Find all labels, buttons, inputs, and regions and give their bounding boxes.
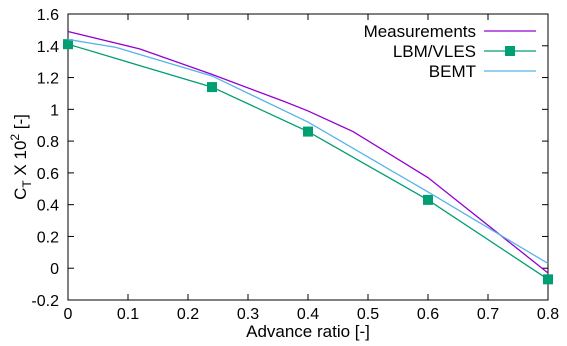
x-tick-label: 0.6 bbox=[417, 306, 439, 323]
y-axis-label-base: C bbox=[11, 188, 30, 200]
legend-label-lbm-vles: LBM/VLES bbox=[393, 42, 476, 61]
series-line-measurements bbox=[67, 30, 549, 274]
y-tick-label: 0 bbox=[50, 261, 59, 278]
x-axis-label: Advance ratio [-] bbox=[246, 322, 370, 341]
x-tick-label: 0.7 bbox=[477, 306, 499, 323]
y-tick-label: 1.4 bbox=[37, 39, 59, 56]
legend-label-bemt: BEMT bbox=[429, 62, 476, 81]
series-line-lbm-vles bbox=[67, 43, 549, 280]
series-line-bemt bbox=[67, 38, 549, 265]
x-tick-label: 0.4 bbox=[297, 306, 319, 323]
data-point-lbm-vles bbox=[303, 126, 313, 137]
y-axis-label-middle: X 10 bbox=[11, 141, 30, 181]
data-point-lbm-vles bbox=[423, 194, 433, 205]
y-axis-label-subscript: T bbox=[20, 180, 34, 188]
plot-area-frame bbox=[67, 13, 549, 301]
y-axis-label-tail: [-] bbox=[11, 114, 30, 134]
legend-label-measurements: Measurements bbox=[364, 22, 476, 41]
x-tick-label: 0.3 bbox=[237, 306, 259, 323]
y-tick-label: 0.8 bbox=[37, 134, 59, 151]
data-point-lbm-vles bbox=[207, 82, 217, 93]
y-tick-label: -0.2 bbox=[31, 293, 59, 310]
data-point-lbm-vles bbox=[543, 274, 553, 285]
x-tick-label: 0.1 bbox=[117, 306, 139, 323]
y-axis-label-superscript: 2 bbox=[8, 134, 22, 141]
x-tick-label: 0 bbox=[64, 306, 73, 323]
y-tick-label: 1.2 bbox=[37, 71, 59, 88]
legend-marker-lbm-vles bbox=[505, 46, 515, 56]
y-tick-label: 1 bbox=[50, 102, 59, 119]
data-point-lbm-vles bbox=[63, 39, 73, 50]
series-layer bbox=[63, 30, 553, 285]
y-tick-label: 1.6 bbox=[37, 7, 59, 24]
axis-ticks: 0 0.1 0.2 0.3 0.4 0.5 0.6 0.7 0.8 -0.2 0 0.2 0.4 0.6 0… bbox=[31, 7, 559, 323]
y-axis-label: CT X 102 [-] bbox=[8, 114, 34, 200]
x-tick-label: 0.2 bbox=[177, 306, 199, 323]
y-tick-label: 0.6 bbox=[37, 166, 59, 183]
x-tick-label: 0.5 bbox=[357, 306, 379, 323]
y-tick-label: 0.4 bbox=[37, 198, 59, 215]
y-tick-label: 0.2 bbox=[37, 229, 59, 246]
x-tick-label: 0.8 bbox=[537, 306, 559, 323]
